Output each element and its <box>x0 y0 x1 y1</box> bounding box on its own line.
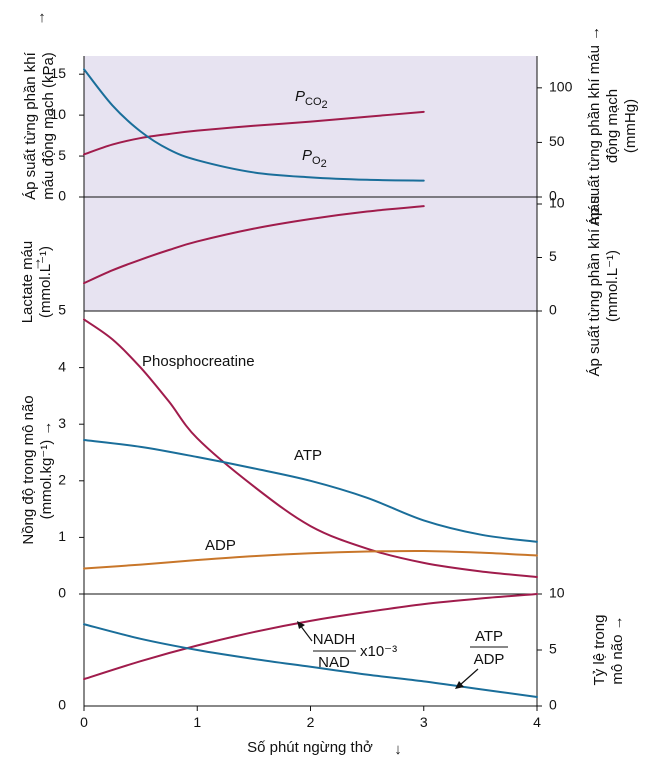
ytick-right-label: 0 <box>549 697 557 713</box>
xtick-label: 0 <box>80 714 88 730</box>
ytick-right-label: 5 <box>549 248 557 264</box>
svg-text:ATP: ATP <box>475 628 503 645</box>
ytick-left-label: 0 <box>58 188 66 204</box>
series-lactate-lactate <box>83 205 425 285</box>
ytick-left-label: 15 <box>50 65 66 81</box>
ytick-right-label: 0 <box>549 302 557 318</box>
series-brain-concentration-atp <box>83 439 538 543</box>
ytick-right-label: 10 <box>549 195 565 211</box>
series-brain-concentration-phosphocreatine <box>83 318 538 579</box>
label-phosphocreatine: Phosphocreatine <box>142 353 255 370</box>
svg-text:mô não →: mô não → <box>609 615 626 684</box>
ytick-left-label: 10 <box>50 106 66 122</box>
series-ratio-nadh-nad-x10- <box>83 593 538 681</box>
xtick-label: 1 <box>193 714 201 730</box>
ytick-left-label: 4 <box>58 358 66 374</box>
panel-bg-lactate <box>84 197 537 311</box>
ytick-right-label: 0 <box>549 188 557 204</box>
svg-text:NADH: NADH <box>313 631 356 648</box>
series-blood-gas-pco2 <box>83 110 425 156</box>
ylabel-blood-gas-left: Áp suất từng phần khí máu động mạch (kPa… <box>22 51 57 199</box>
label-atp-adp: ATP ADP <box>470 628 508 668</box>
label-atp: ATP <box>294 447 322 464</box>
xlabel-arrow: ↓ <box>394 741 402 758</box>
xlabel: Số phút ngừng thở <box>247 739 373 756</box>
ylabel-lactate-left: Lactate máu (mmol.L⁻¹) <box>19 241 54 324</box>
label-po2: PO2 <box>302 147 327 170</box>
arrowhead-nadh <box>297 621 305 629</box>
arrowhead-atp-adp <box>455 681 464 689</box>
svg-text:Áp suất từng phần khí máu →: Áp suất từng phần khí máu → <box>586 26 603 226</box>
series-blood-gas-po2 <box>83 68 425 182</box>
ytick-left-label: 1 <box>58 528 66 544</box>
ticks-brain-left: 0 1 2 3 4 <box>58 358 84 601</box>
svg-text:NAD: NAD <box>318 654 350 671</box>
label-adp: ADP <box>205 537 236 554</box>
ytick-left-label: 5 <box>58 147 66 163</box>
ylabel-brain-left: Nồng độ trong mô não (mmol.kg⁻¹) → <box>20 395 55 544</box>
lactate-left-tick: 5 <box>58 302 66 318</box>
ytick-left-label: 3 <box>58 415 66 431</box>
ytick-right-label: 50 <box>549 133 565 149</box>
ticks-ratio-right: 0 5 10 <box>537 585 565 713</box>
svg-text:Tỷ lệ trong: Tỷ lệ trong <box>591 615 608 686</box>
label-nadh-ratio: NADH NAD x10⁻³ <box>313 631 397 671</box>
ylabel-blood-gas-left-arrow: ↑ <box>38 9 46 26</box>
svg-text:Nồng độ trong mô não: Nồng độ trong mô não <box>20 395 37 544</box>
ylabel-blood-gas-right: Áp suất từng phần khí máu → động mạch (m… <box>586 26 639 226</box>
svg-text:(mmHg): (mmHg) <box>622 99 639 153</box>
svg-text:(mmol.L⁻¹): (mmol.L⁻¹) <box>604 250 621 322</box>
ticks-x: 0 1 2 3 4 <box>80 706 541 730</box>
ylabel-lactate-right: Áp suất từng phần khí máu (mmol.L⁻¹) <box>586 196 621 377</box>
ticks-lactate-right: 0 5 10 <box>537 195 565 318</box>
xtick-label: 3 <box>420 714 428 730</box>
ytick-right-label: 100 <box>549 79 573 95</box>
svg-text:Áp suất từng phần khí máu: Áp suất từng phần khí máu <box>586 196 603 377</box>
ylabel-lactate-left-arrow: ↑ <box>34 255 42 272</box>
arrow-nadh <box>299 624 313 642</box>
series-ratio-atp-adp <box>83 623 538 699</box>
svg-text:động mạch: động mạch <box>604 89 621 163</box>
ytick-left-label: 2 <box>58 472 66 488</box>
ticks-blood-gas-right: 0 50 100 <box>537 79 573 204</box>
xtick-label: 2 <box>307 714 315 730</box>
svg-text:ADP: ADP <box>474 651 505 668</box>
ytick-left-label: 0 <box>58 585 66 601</box>
xtick-label: 4 <box>533 714 541 730</box>
ratio-left-tick: 0 <box>58 697 66 713</box>
label-pco2: PCO2 <box>295 88 328 111</box>
arrow-atp-adp <box>459 668 479 686</box>
series-brain-concentration-adp <box>83 549 538 570</box>
svg-text:máu động mạch (kPa): máu động mạch (kPa) <box>40 52 57 200</box>
ytick-right-label: 10 <box>549 585 565 601</box>
ticks-blood-gas-left: 0 5 10 15 <box>50 65 84 204</box>
ytick-right-label: 5 <box>549 641 557 657</box>
svg-text:(mmol.L⁻¹): (mmol.L⁻¹) <box>37 246 54 318</box>
ylabel-ratio-right: Tỷ lệ trong mô não → <box>591 615 626 686</box>
panel-bg-blood-gas <box>84 56 537 197</box>
svg-text:(mmol.kg⁻¹) →: (mmol.kg⁻¹) → <box>38 421 55 520</box>
svg-text:Áp suất từng phần khí: Áp suất từng phần khí <box>22 51 39 199</box>
svg-text:Lactate máu: Lactate máu <box>19 241 36 324</box>
svg-text:x10⁻³: x10⁻³ <box>360 643 397 660</box>
